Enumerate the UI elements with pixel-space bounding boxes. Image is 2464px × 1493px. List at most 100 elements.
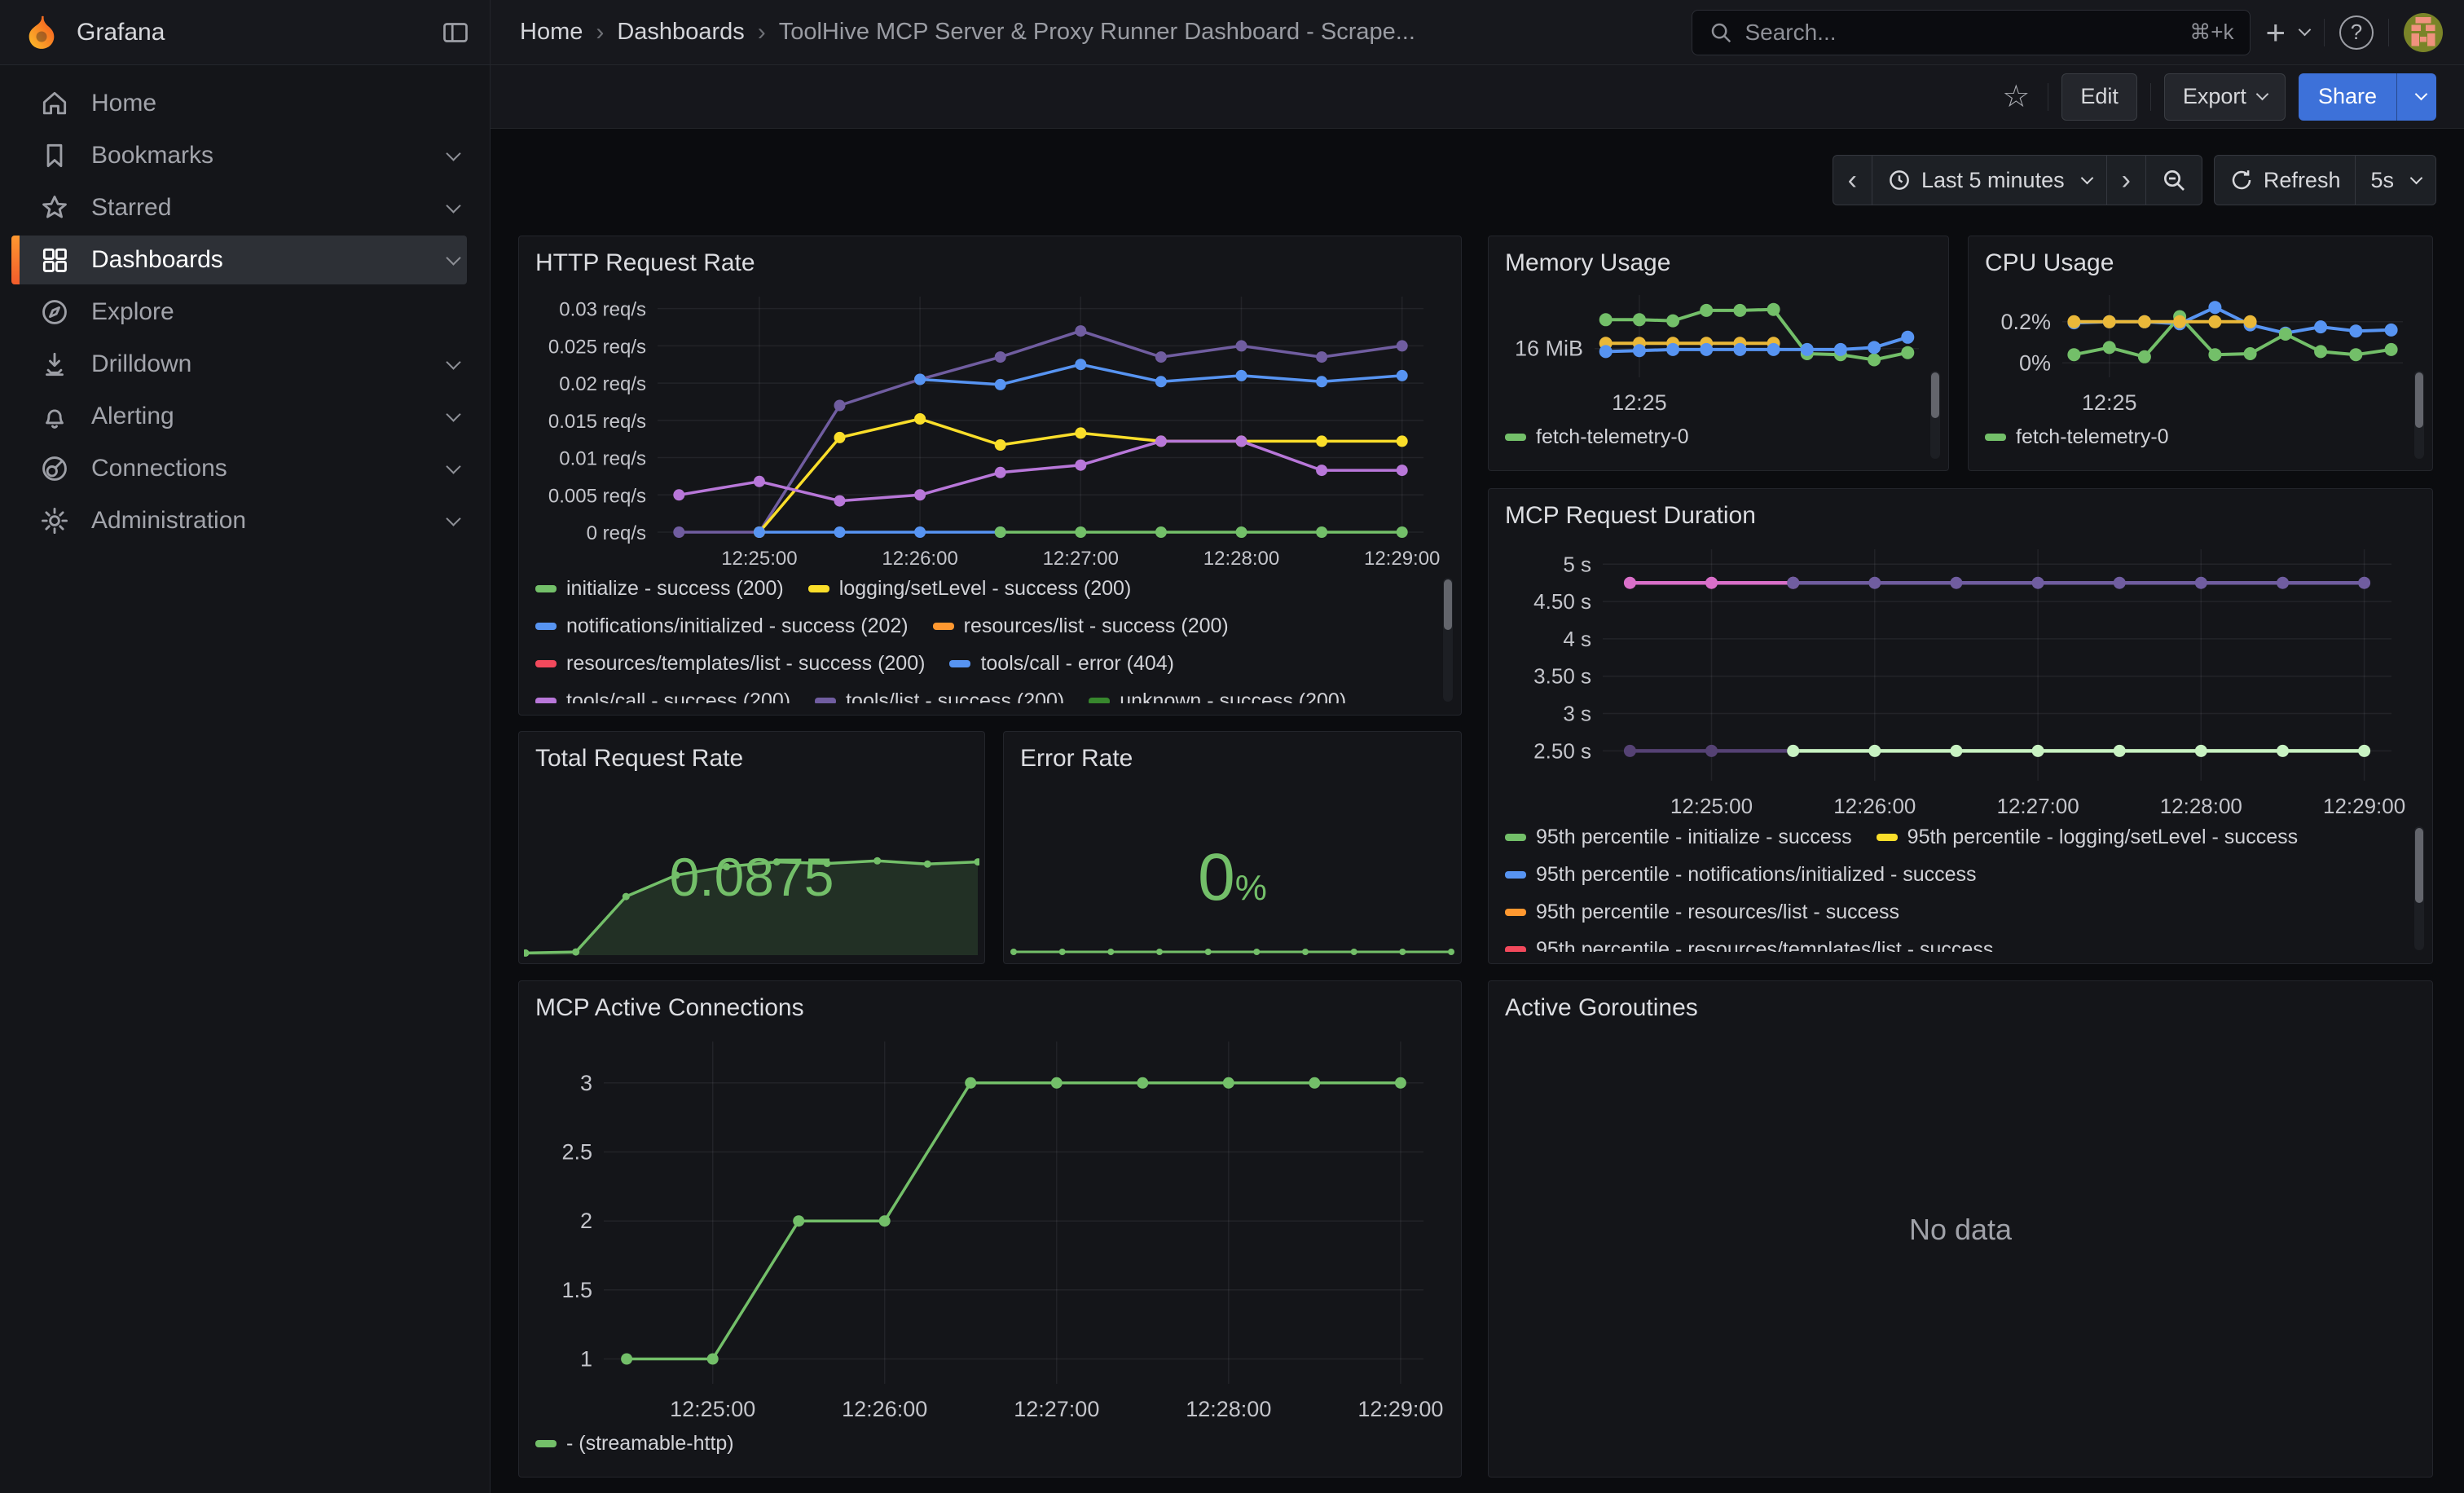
divider — [2149, 82, 2151, 111]
chevron-down-icon[interactable] — [446, 197, 461, 214]
active-indicator — [11, 236, 20, 284]
panel-title[interactable]: Active Goroutines — [1505, 994, 1698, 1021]
memory-usage-chart[interactable]: 16 MiB 12:25 — [1505, 284, 1932, 423]
legend-item[interactable]: resources/templates/list - success (200) — [535, 650, 925, 677]
edit-button[interactable]: Edit — [2061, 73, 2137, 121]
svg-text:4.50 s: 4.50 s — [1533, 589, 1591, 614]
mcp-active-connections-chart[interactable]: 1 1.5 2 2.5 3 12:25:00 12:26:00 12:27:00 12:28:0… — [535, 1028, 1445, 1429]
brand-label: Grafana — [77, 18, 165, 46]
legend-item[interactable]: tools/call - error (404) — [949, 650, 1174, 677]
svg-text:0.03 req/s: 0.03 req/s — [559, 299, 646, 321]
breadcrumb-dashboards[interactable]: Dashboards — [617, 19, 745, 45]
breadcrumb-current: ToolHive MCP Server & Proxy Runner Dashb… — [778, 19, 1415, 45]
legend-item[interactable]: - (streamable-http) — [535, 1429, 734, 1457]
svg-text:12:25: 12:25 — [1612, 390, 1667, 415]
breadcrumb-home[interactable]: Home — [520, 19, 583, 45]
share-button[interactable]: Share — [2298, 73, 2436, 121]
legend-scrollbar[interactable] — [2414, 826, 2424, 950]
panel-title[interactable]: MCP Active Connections — [535, 994, 804, 1021]
chevron-down-icon[interactable] — [446, 406, 461, 422]
chevron-down-icon[interactable] — [446, 510, 461, 526]
legend-scrollbar[interactable] — [2414, 371, 2424, 459]
sidebar-item-connections[interactable]: Connections — [0, 443, 490, 495]
panel-title[interactable]: MCP Request Duration — [1505, 502, 1756, 529]
legend-item[interactable]: 95th percentile - initialize - success — [1505, 823, 1852, 851]
sidebar-item-drilldown[interactable]: Drilldown — [0, 338, 490, 390]
time-shift-forward-button[interactable]: › — [2105, 156, 2145, 205]
http-request-rate-chart[interactable]: 0 req/s 0.005 req/s 0.01 req/s 0.015 req/s 0… — [535, 284, 1445, 575]
mcp-request-duration-chart[interactable]: 5 s 4.50 s 4 s 3.50 s 3 s 2.50 s 12:25:00 12:26… — [1505, 536, 2416, 823]
svg-text:3.50 s: 3.50 s — [1533, 664, 1591, 689]
time-shift-back-button[interactable]: ‹ — [1847, 164, 1857, 196]
panel-title[interactable]: CPU Usage — [1985, 249, 2114, 276]
error-rate-value: 0% — [1198, 840, 1267, 914]
svg-text:0 req/s: 0 req/s — [587, 522, 646, 544]
chevron-down-icon[interactable] — [446, 354, 461, 370]
sidebar-item-bookmarks[interactable]: Bookmarks — [0, 130, 490, 182]
chevron-down-icon — [2298, 23, 2312, 37]
time-range-picker[interactable]: Last 5 minutes — [1872, 156, 2106, 205]
zoom-out-button[interactable] — [2145, 156, 2202, 205]
compass-icon — [39, 297, 70, 328]
help-button[interactable]: ? — [2339, 15, 2374, 50]
panel-mcp-request-duration: MCP Request Duration 5 s 4.50 s 4 s 3.50 s 3… — [1488, 488, 2433, 964]
sidebar-toggle-icon[interactable] — [441, 18, 470, 47]
chevron-down-icon[interactable] — [446, 145, 461, 161]
sidebar-item-explore[interactable]: Explore — [0, 286, 490, 338]
svg-text:12:29:00: 12:29:00 — [1357, 1397, 1443, 1421]
legend-scrollbar[interactable] — [1443, 578, 1453, 702]
export-button[interactable]: Export — [2163, 73, 2286, 121]
legend-item[interactable]: tools/call - success (200) — [535, 687, 790, 703]
panel-title[interactable]: HTTP Request Rate — [535, 249, 755, 276]
legend-item[interactable]: tools/list - success (200) — [815, 687, 1064, 703]
legend-item[interactable]: 95th percentile - resources/list - succe… — [1505, 898, 1899, 926]
legend-item[interactable]: 95th percentile - notifications/initiali… — [1505, 861, 1977, 888]
sidebar-item-dashboards[interactable]: Dashboards — [0, 234, 490, 286]
legend-item[interactable]: initialize - success (200) — [535, 575, 784, 602]
legend-item[interactable]: notifications/initialized - success (202… — [535, 612, 909, 640]
total-request-rate-sparkline[interactable] — [521, 812, 982, 958]
top-bar-left: Grafana — [0, 0, 491, 64]
sidebar-item-administration[interactable]: Administration — [0, 495, 490, 547]
sidebar-item-starred[interactable]: Starred — [0, 182, 490, 234]
panel-title[interactable]: Total Request Rate — [535, 745, 744, 772]
svg-text:0.015 req/s: 0.015 req/s — [548, 411, 646, 433]
panel-title[interactable]: Memory Usage — [1505, 249, 1671, 276]
refresh-interval-picker[interactable]: 5s — [2355, 156, 2435, 205]
star-icon — [39, 192, 70, 223]
legend-scrollbar[interactable] — [1930, 371, 1940, 459]
legend-item[interactable]: 95th percentile - resources/templates/li… — [1505, 936, 1993, 952]
legend-item[interactable]: unknown - success (200) — [1089, 687, 1346, 703]
panel-error-rate: Error Rate 0% — [1003, 731, 1462, 964]
grafana-logo-icon[interactable] — [23, 14, 60, 51]
breadcrumb-separator: › — [757, 18, 766, 46]
chevron-down-icon[interactable] — [446, 458, 461, 474]
refresh-icon — [2229, 168, 2254, 192]
sidebar-item-alerting[interactable]: Alerting — [0, 390, 490, 443]
svg-text:0.2%: 0.2% — [2000, 310, 2051, 334]
svg-text:0.025 req/s: 0.025 req/s — [548, 336, 646, 358]
dashboards-grid-icon — [39, 244, 70, 275]
legend-item[interactable]: resources/list - success (200) — [932, 612, 1229, 640]
cpu-usage-chart[interactable]: 0.2% 0% 12:25 — [1985, 284, 2416, 423]
panel-mcp-active-connections: MCP Active Connections 1 1.5 2 2.5 3 12:25:00… — [518, 980, 1462, 1478]
svg-text:0.02 req/s: 0.02 req/s — [559, 373, 646, 395]
search-input[interactable]: Search... ⌘+k — [1692, 9, 2251, 55]
legend-item[interactable]: 95th percentile - logging/setLevel - suc… — [1876, 823, 2298, 851]
panel-active-goroutines: Active Goroutines No data — [1488, 980, 2433, 1478]
star-icon[interactable]: ☆ — [1997, 81, 2035, 113]
avatar[interactable] — [2404, 12, 2443, 52]
legend-item[interactable]: fetch-telemetry-0 — [1505, 423, 1689, 451]
panel-title[interactable]: Error Rate — [1020, 745, 1133, 772]
chevron-down-icon — [2255, 87, 2269, 101]
legend-item[interactable]: logging/setLevel - success (200) — [807, 575, 1131, 602]
legend-item[interactable]: fetch-telemetry-0 — [1985, 423, 2169, 451]
sidebar-item-home[interactable]: Home — [0, 77, 490, 130]
svg-text:1.5: 1.5 — [561, 1278, 592, 1302]
error-rate-sparkline[interactable] — [1009, 937, 1456, 958]
add-button[interactable]: + — [2265, 15, 2312, 50]
refresh-button[interactable]: Refresh — [2215, 156, 2356, 205]
time-range-group: ‹ Last 5 minutes › — [1832, 155, 2202, 205]
svg-text:12:27:00: 12:27:00 — [1996, 794, 2079, 818]
share-menu-button[interactable] — [2396, 73, 2436, 121]
